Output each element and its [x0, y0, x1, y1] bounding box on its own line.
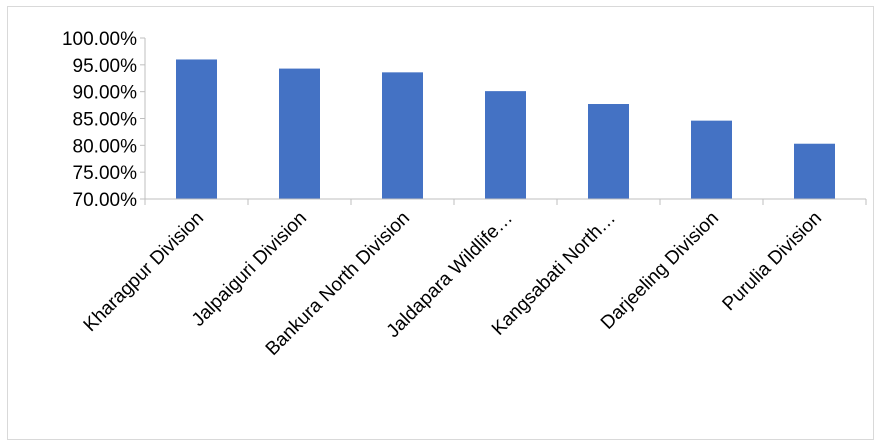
bar [485, 91, 526, 199]
bar [588, 104, 629, 199]
y-axis: 70.00% 75.00% 80.00% 85.00% 90.00% 95.00% 100.… [62, 29, 146, 211]
y-tick-label: 90.00% [73, 83, 138, 104]
y-tick-label: 70.00% [73, 190, 138, 211]
x-tick-label: Purulia Division [719, 208, 826, 315]
y-tick-label: 100.00% [62, 29, 137, 50]
y-tick-label: 80.00% [73, 136, 138, 157]
bar [794, 143, 835, 199]
chart-frame [7, 6, 874, 440]
y-tick-label: 75.00% [73, 163, 138, 184]
bar [691, 120, 732, 199]
bars [176, 59, 835, 199]
bar [279, 68, 320, 199]
bar [382, 72, 423, 199]
y-tick-label: 85.00% [73, 110, 138, 131]
x-tick-label: Jalpaiguri Division [188, 208, 311, 331]
bar [176, 59, 217, 199]
y-tick-label: 95.00% [73, 56, 138, 77]
